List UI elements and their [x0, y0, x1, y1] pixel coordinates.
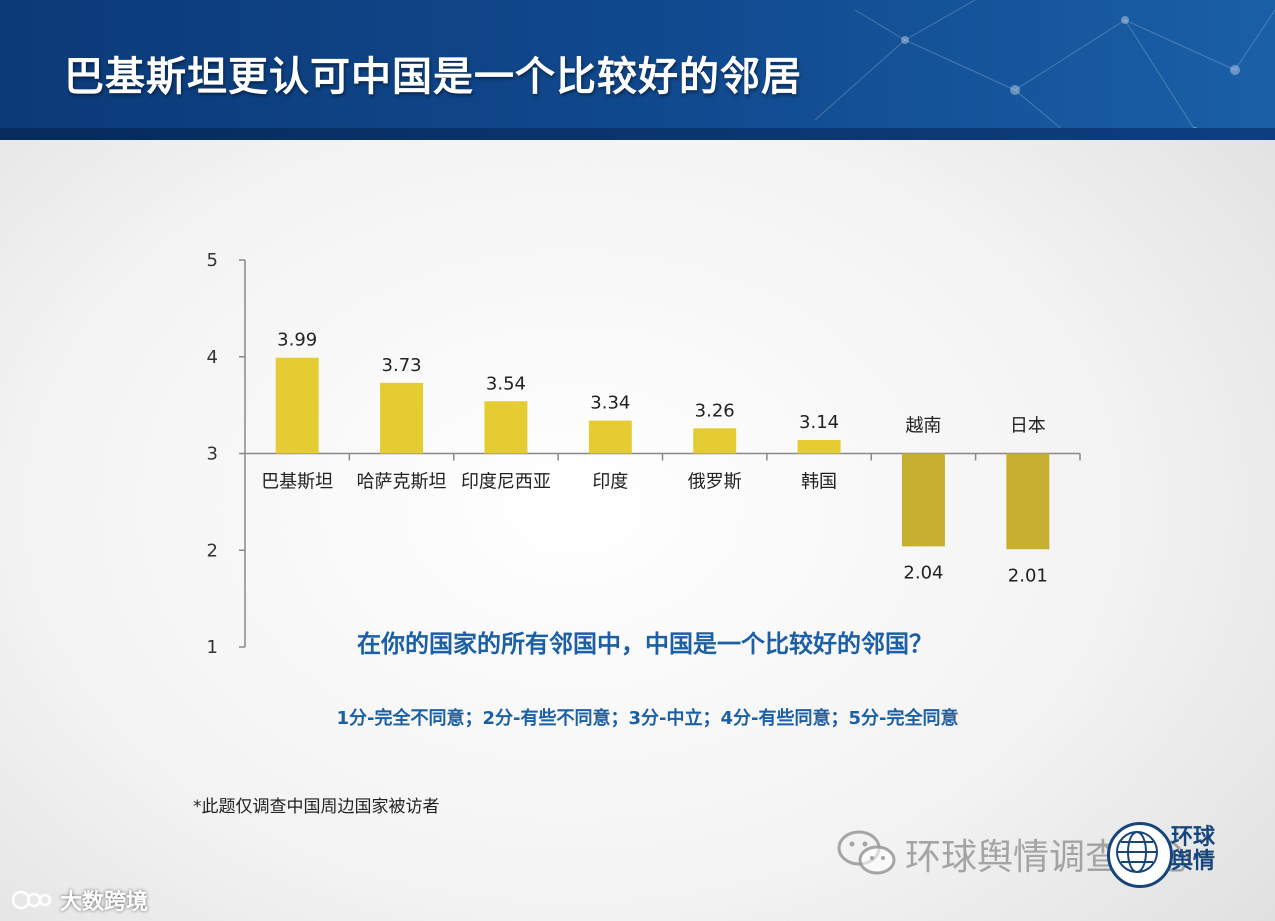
footnote: *此题仅调查中国周边国家被访者 [193, 797, 440, 817]
data-label: 3.99 [277, 330, 317, 351]
header-divider [0, 128, 1275, 140]
bar [1006, 453, 1050, 550]
data-label: 3.26 [695, 400, 735, 421]
bar [484, 401, 528, 454]
chart-question: 在你的国家的所有邻国中，中国是一个比较好的邻国？ [357, 630, 933, 658]
watermark: 环球舆情调查中心 环球 舆情 [835, 822, 1255, 888]
bar [901, 453, 945, 547]
category-label: 巴基斯坦 [261, 472, 333, 493]
category-label: 韩国 [801, 472, 837, 493]
bar [693, 428, 737, 454]
watermark-logo-text: 环球 舆情 [1171, 826, 1215, 874]
data-label: 2.04 [903, 562, 943, 583]
logo-line-1: 环球 [1171, 825, 1216, 850]
data-label: 3.73 [382, 355, 422, 376]
y-tick-label: 4 [207, 347, 218, 368]
scale-legend: 1分-完全不同意；2分-有些不同意；3分-中立；4分-有些同意；5分-完全同意 [336, 708, 959, 729]
bottom-logo: 大数跨境 [12, 884, 148, 916]
category-label: 哈萨克斯坦 [357, 472, 447, 493]
data-label: 3.54 [486, 373, 526, 394]
bar [588, 420, 632, 454]
data-label: 3.34 [590, 393, 630, 414]
data-label: 3.14 [799, 412, 839, 433]
logo-line-2: 舆情 [1171, 849, 1216, 874]
bar [380, 382, 424, 454]
kj-logo-icon [12, 890, 52, 910]
y-tick-label: 5 [207, 250, 218, 271]
header-bar: 巴基斯坦更认可中国是一个比较好的邻居 [0, 0, 1275, 140]
bar [275, 357, 319, 454]
category-label: 俄罗斯 [688, 472, 742, 493]
y-tick-label: 1 [207, 637, 218, 658]
bar [797, 439, 841, 454]
y-tick-label: 3 [207, 444, 218, 465]
globe-logo-icon [1107, 822, 1173, 888]
wechat-icon [837, 830, 896, 875]
category-label: 日本 [1010, 416, 1046, 437]
category-label: 印度尼西亚 [461, 472, 551, 493]
page-title: 巴基斯坦更认可中国是一个比较好的邻居 [64, 54, 802, 100]
y-tick-label: 2 [207, 540, 218, 561]
bottom-logo-text: 大数跨境 [60, 890, 149, 915]
data-label: 2.01 [1008, 565, 1048, 586]
category-label: 越南 [905, 416, 941, 437]
category-label: 印度 [592, 472, 628, 493]
